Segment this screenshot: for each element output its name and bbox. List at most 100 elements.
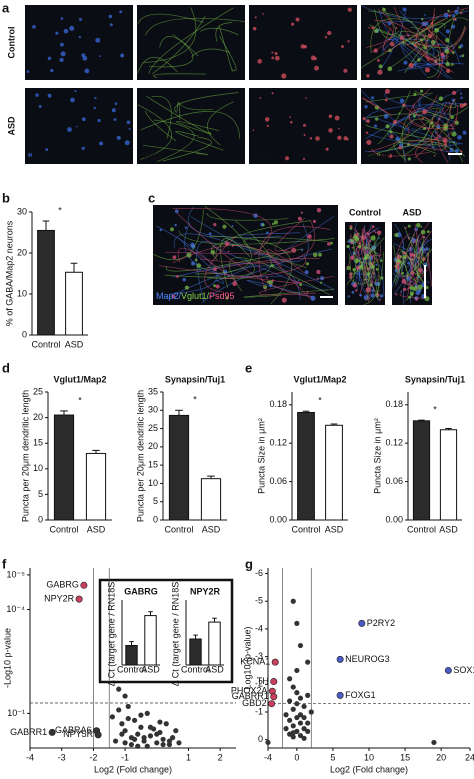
- bar: [53, 414, 75, 521]
- point: [297, 695, 304, 701]
- nucleus: [462, 130, 467, 135]
- micrograph: [25, 88, 133, 164]
- nucleus: [398, 146, 402, 150]
- neurite: [206, 212, 289, 221]
- micrograph-texture: [26, 10, 125, 74]
- nucleus: [271, 264, 274, 267]
- nucleus: [305, 97, 307, 99]
- nucleus: [460, 96, 463, 100]
- nucleus: [396, 258, 401, 263]
- nucleus: [310, 295, 316, 301]
- neurite: [402, 95, 438, 115]
- nucleus: [412, 286, 418, 292]
- neurite: [175, 130, 224, 151]
- point: [265, 739, 271, 746]
- y-axis-label: Puncta Size in μm²: [256, 418, 266, 494]
- neurite: [377, 36, 399, 75]
- nucleus: [257, 59, 262, 64]
- nucleus: [47, 56, 52, 61]
- nucleus: [213, 267, 217, 272]
- neurite: [383, 27, 405, 52]
- nucleus: [176, 275, 179, 278]
- nucleus: [444, 48, 450, 54]
- y-axis-label: % of GABA/Map2 neurons: [4, 220, 14, 326]
- neurite: [162, 136, 212, 162]
- nucleus: [368, 26, 371, 29]
- nucleus: [327, 30, 332, 36]
- neurite: [177, 247, 237, 283]
- nucleus: [357, 232, 360, 235]
- neurite: [367, 143, 464, 163]
- significance-mark: *: [78, 395, 82, 405]
- y-tick-label: 0.12: [385, 438, 403, 448]
- nucleus: [411, 295, 413, 297]
- neurite: [411, 33, 438, 66]
- point: [116, 707, 122, 713]
- panel-label: a: [2, 0, 10, 15]
- highlight-point: [358, 619, 366, 627]
- nucleus: [271, 92, 274, 95]
- x-tick-label: ASD: [141, 664, 160, 674]
- nucleus: [416, 223, 421, 228]
- neurite: [393, 245, 428, 278]
- nucleus: [403, 60, 408, 65]
- chart-title: Vglut1/Map2: [293, 374, 346, 384]
- nucleus: [120, 53, 125, 58]
- gene-label: NEUROG3: [345, 654, 390, 664]
- nucleus: [116, 135, 121, 140]
- neurite: [384, 91, 452, 116]
- nucleus: [254, 16, 257, 19]
- neurite: [366, 113, 430, 142]
- nucleus: [448, 14, 451, 17]
- y-tick-label: 0.18: [269, 399, 287, 409]
- neurite: [346, 233, 380, 285]
- point: [287, 698, 293, 704]
- neurite: [243, 289, 334, 298]
- nucleus: [354, 258, 360, 264]
- point: [431, 739, 437, 746]
- nucleus: [438, 96, 444, 101]
- nucleus: [364, 278, 367, 281]
- neurite: [207, 101, 234, 146]
- nucleus: [346, 138, 349, 141]
- nucleus: [113, 118, 117, 122]
- neurite: [374, 19, 427, 49]
- nucleus: [450, 115, 454, 119]
- point: [301, 703, 307, 710]
- x-tick-label: ASD: [87, 524, 106, 534]
- nucleus: [373, 48, 378, 53]
- nucleus: [63, 28, 69, 34]
- nucleus: [281, 73, 287, 79]
- nucleus: [26, 70, 30, 73]
- chart-title: GABRG: [124, 586, 158, 596]
- nucleus: [306, 291, 309, 294]
- nucleus: [55, 31, 59, 35]
- nucleus: [351, 246, 354, 249]
- point: [141, 735, 147, 741]
- neurite: [370, 8, 394, 53]
- panel-label: e: [245, 360, 252, 375]
- y-tick-label: 0.06: [385, 476, 403, 486]
- nucleus: [27, 152, 33, 157]
- micrograph-texture: [360, 5, 469, 80]
- neurite: [427, 50, 440, 78]
- nucleus: [271, 56, 275, 60]
- point: [305, 692, 311, 698]
- point: [297, 712, 304, 718]
- nucleus: [366, 272, 371, 276]
- nucleus: [60, 51, 66, 57]
- point: [163, 721, 169, 727]
- neurite: [200, 27, 239, 36]
- neurite: [413, 247, 430, 277]
- nucleus: [291, 22, 295, 26]
- nucleus: [362, 117, 366, 121]
- nucleus: [366, 139, 372, 145]
- y-tick-label: 20: [33, 412, 43, 422]
- nucleus: [231, 225, 234, 228]
- point: [283, 712, 289, 718]
- nucleus: [451, 62, 454, 66]
- y-tick-label: 0.12: [269, 438, 287, 448]
- nucleus: [357, 244, 362, 249]
- nucleus: [289, 116, 292, 119]
- x-tick-label: Control: [117, 664, 146, 674]
